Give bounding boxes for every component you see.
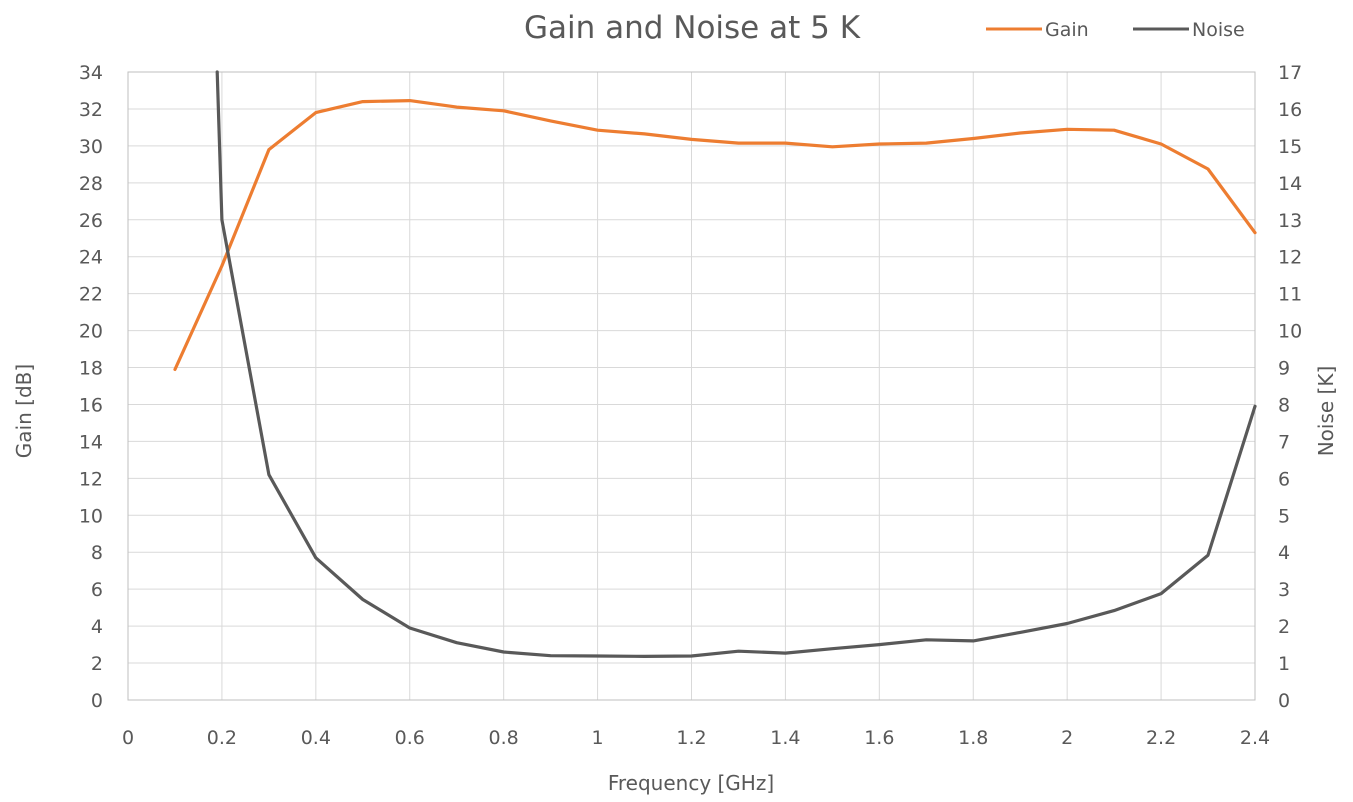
y-right-tick-label: 15	[1278, 136, 1302, 158]
plot-frame	[127, 71, 1256, 701]
y-right-tick-label: 13	[1278, 210, 1302, 232]
y-right-tick-label: 0	[1278, 690, 1290, 712]
y-left-tick-label: 8	[91, 542, 103, 564]
x-tick-label: 0.8	[489, 727, 519, 749]
series-line-gain	[173, 98, 1257, 371]
x-tick-label: 1	[592, 727, 604, 749]
y-right-tick-label: 16	[1278, 99, 1302, 121]
x-axis-label: Frequency [GHz]	[608, 771, 774, 795]
y-left-tick-label: 14	[79, 431, 103, 453]
y-right-tick-label: 5	[1278, 505, 1290, 527]
y-left-tick-label: 2	[91, 653, 103, 675]
y-left-tick-label: 0	[91, 690, 103, 712]
y-right-tick-label: 10	[1278, 321, 1302, 343]
y-left-tick-label: 4	[91, 616, 103, 638]
y-right-tick-label: 8	[1278, 394, 1290, 416]
series-layer	[173, 70, 1257, 659]
y-right-tick-label: 11	[1278, 284, 1302, 306]
y-right-tick-label: 12	[1278, 247, 1302, 269]
y-left-tick-label: 28	[79, 173, 103, 195]
y-right-tick-label: 2	[1278, 616, 1290, 638]
x-tick-label: 0.6	[395, 727, 425, 749]
y-left-tick-label: 20	[79, 321, 103, 343]
y-right-tick-label: 14	[1278, 173, 1302, 195]
x-tick-label: 1.6	[864, 727, 894, 749]
y-left-tick-label: 6	[91, 579, 103, 601]
y-right-tick-label: 3	[1278, 579, 1290, 601]
y-left-tick-label: 32	[79, 99, 103, 121]
chart-title: Gain and Noise at 5 K	[524, 10, 861, 46]
x-tick-label: 1.8	[958, 727, 988, 749]
y-left-tick-label: 12	[79, 468, 103, 490]
series-line-noise	[215, 70, 1257, 659]
y-left-tick-label: 30	[79, 136, 103, 158]
x-tick-label: 0.4	[301, 727, 331, 749]
y-right-tick-label: 9	[1278, 358, 1290, 380]
x-tick-label: 1.2	[676, 727, 706, 749]
y-right-tick-label: 6	[1278, 468, 1290, 490]
y-left-tick-label: 22	[79, 284, 103, 306]
tick-labels: 0 0.2 0.4 0.6 0.8 1 1.2 1.4 1.6 1.8 2 2.2 2.40246810…	[79, 62, 1302, 749]
y-right-tick-label: 1	[1278, 653, 1290, 675]
x-tick-label: 1.4	[770, 727, 800, 749]
x-tick-label: 2	[1061, 727, 1073, 749]
y-left-tick-label: 18	[79, 358, 103, 380]
legend-noise-label: Noise	[1192, 19, 1245, 41]
y-right-tick-label: 17	[1278, 62, 1302, 84]
y-left-tick-label: 16	[79, 394, 103, 416]
y-left-tick-label: 24	[79, 247, 103, 269]
y-right-tick-label: 4	[1278, 542, 1290, 564]
x-tick-label: 0.2	[207, 727, 237, 749]
y-right-tick-label: 7	[1278, 431, 1290, 453]
y-axis-left-label: Gain [dB]	[12, 364, 36, 458]
x-tick-label: 0	[122, 727, 134, 749]
y-axis-right-label: Noise [K]	[1314, 366, 1338, 457]
legend: Gain Noise	[986, 19, 1245, 41]
y-left-tick-label: 10	[79, 505, 103, 527]
x-tick-label: 2.2	[1146, 727, 1176, 749]
y-left-tick-label: 34	[79, 62, 103, 84]
legend-gain-label: Gain	[1045, 19, 1089, 41]
y-left-tick-label: 26	[79, 210, 103, 232]
x-tick-label: 2.4	[1240, 727, 1270, 749]
grid-lines	[128, 72, 1255, 700]
